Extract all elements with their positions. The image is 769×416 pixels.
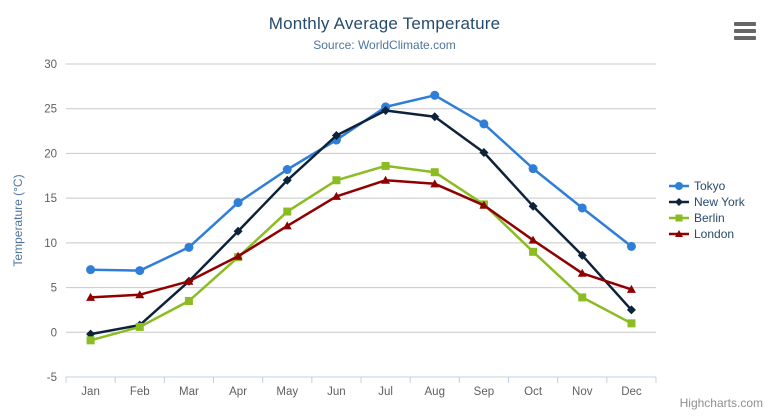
data-point-marker-square[interactable]: [184, 296, 193, 305]
data-point-marker-diamond[interactable]: [233, 226, 243, 236]
series-line[interactable]: [89, 164, 633, 342]
hamburger-icon: [734, 22, 756, 26]
data-point-marker-circle[interactable]: [86, 265, 96, 275]
legend-label: London: [694, 227, 735, 241]
data-point-marker-circle[interactable]: [626, 241, 636, 251]
data-point-marker-triangle[interactable]: [86, 292, 96, 301]
data-point-marker-square[interactable]: [86, 336, 95, 345]
x-axis-tick-label: Mar: [179, 386, 199, 398]
y-axis-tick-label: -5: [47, 372, 57, 384]
y-axis-tick-label: 0: [51, 327, 57, 339]
data-point-marker-triangle[interactable]: [381, 175, 391, 184]
data-point-marker-diamond[interactable]: [577, 250, 587, 260]
y-axis-tick-label: 5: [51, 283, 57, 295]
series-london: [86, 175, 636, 301]
data-point-marker-circle[interactable]: [282, 165, 292, 175]
x-axis-tick-label: Feb: [130, 386, 150, 398]
data-point-marker-diamond[interactable]: [381, 106, 391, 116]
y-axis-tick-label: 10: [44, 238, 57, 250]
data-point-marker-diamond[interactable]: [331, 131, 341, 141]
x-axis-tick-label: Nov: [572, 386, 593, 398]
legend-label: Tokyo: [694, 179, 726, 193]
data-point-marker-diamond[interactable]: [479, 148, 489, 158]
data-point-marker-circle[interactable]: [479, 119, 489, 129]
y-axis-tick-label: 20: [44, 148, 57, 160]
legend-item-new-york[interactable]: New York: [669, 194, 745, 210]
data-point-marker-diamond[interactable]: [626, 305, 636, 315]
x-axis-tick-label: Aug: [425, 386, 445, 398]
x-axis-tick-label: Dec: [621, 386, 642, 398]
data-point-marker-triangle[interactable]: [184, 276, 194, 285]
data-point-marker-diamond[interactable]: [528, 201, 538, 211]
data-point-marker-square[interactable]: [627, 319, 636, 328]
legend: Tokyo New York Berlin London: [669, 178, 745, 242]
data-point-marker-square[interactable]: [135, 322, 144, 331]
data-point-marker-square[interactable]: [430, 168, 439, 177]
legend-marker-circle-icon: [669, 182, 689, 190]
legend-item-london[interactable]: London: [669, 226, 745, 242]
series-line[interactable]: [89, 109, 633, 336]
y-axis-title: Temperature (°C): [11, 174, 25, 266]
credits-link[interactable]: Highcharts.com: [679, 396, 763, 410]
legend-item-berlin[interactable]: Berlin: [669, 210, 745, 226]
data-point-marker-square[interactable]: [675, 214, 683, 222]
x-axis-tick-label: Jun: [327, 386, 346, 398]
y-axis-tick-label: 15: [44, 193, 57, 205]
series-line[interactable]: [89, 179, 633, 299]
data-point-marker-triangle[interactable]: [626, 284, 636, 293]
data-point-marker-triangle[interactable]: [135, 290, 145, 299]
data-point-marker-square[interactable]: [332, 176, 341, 185]
data-point-marker-triangle[interactable]: [331, 191, 341, 200]
data-point-marker-circle[interactable]: [675, 182, 683, 190]
data-point-marker-triangle[interactable]: [528, 235, 538, 244]
data-point-marker-circle[interactable]: [430, 90, 440, 100]
y-axis-tick-label: 25: [44, 104, 57, 116]
x-axis-tick-label: Jul: [378, 386, 393, 398]
data-point-marker-diamond[interactable]: [282, 175, 292, 185]
data-point-marker-diamond[interactable]: [86, 329, 96, 339]
x-axis-tick-label: Sep: [474, 386, 494, 398]
legend-label: Berlin: [694, 211, 725, 225]
series-line[interactable]: [89, 94, 633, 272]
hamburger-icon: [734, 36, 756, 40]
data-point-marker-square[interactable]: [529, 247, 538, 256]
data-point-marker-square[interactable]: [381, 161, 390, 170]
legend-marker-diamond-icon: [669, 198, 689, 206]
legend-label: New York: [694, 195, 745, 209]
data-point-marker-circle[interactable]: [135, 266, 145, 276]
x-axis-tick-label: May: [276, 386, 298, 398]
export-menu-button[interactable]: [733, 20, 758, 42]
chart-subtitle: Source: WorldClimate.com: [313, 38, 456, 52]
data-point-marker-circle[interactable]: [528, 164, 538, 174]
legend-marker-triangle-icon: [669, 230, 689, 237]
hamburger-icon: [734, 29, 756, 33]
data-point-marker-circle[interactable]: [233, 198, 243, 208]
x-axis-tick-label: Jan: [81, 386, 100, 398]
legend-item-tokyo[interactable]: Tokyo: [669, 178, 745, 194]
y-axis-tick-label: 30: [44, 59, 57, 71]
x-axis-tick-label: Apr: [229, 386, 247, 398]
data-point-marker-diamond[interactable]: [430, 112, 440, 122]
data-point-marker-circle[interactable]: [577, 203, 587, 213]
data-point-marker-triangle[interactable]: [577, 268, 587, 277]
legend-marker-square-icon: [669, 214, 689, 222]
data-point-marker-triangle[interactable]: [675, 230, 683, 237]
series-tokyo: [86, 90, 636, 276]
series-new-york: [86, 106, 636, 339]
data-point-marker-square[interactable]: [283, 207, 292, 216]
data-point-marker-triangle[interactable]: [282, 221, 292, 230]
chart-title: Monthly Average Temperature: [268, 14, 501, 33]
data-point-marker-square[interactable]: [578, 293, 587, 302]
x-axis-tick-label: Oct: [524, 386, 543, 398]
data-point-marker-circle[interactable]: [184, 242, 194, 252]
data-point-marker-diamond[interactable]: [675, 198, 683, 206]
data-point-marker-triangle[interactable]: [479, 200, 489, 209]
data-point-marker-triangle[interactable]: [430, 179, 440, 188]
data-point-marker-triangle[interactable]: [233, 251, 243, 260]
